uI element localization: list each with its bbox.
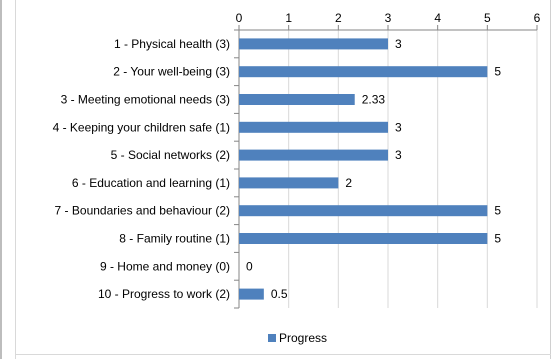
category-label: 8 - Family routine (1) <box>119 232 230 246</box>
category-label: 1 - Physical health (3) <box>114 37 230 51</box>
category-label: 6 - Education and learning (1) <box>72 176 230 190</box>
data-label: 5 <box>494 232 501 246</box>
x-tick-label: 2 <box>335 11 342 25</box>
bar <box>239 94 355 105</box>
bar <box>239 38 388 50</box>
x-tick-label: 1 <box>285 11 292 25</box>
bar <box>239 205 488 217</box>
x-tick-label: 0 <box>236 11 243 25</box>
frame-inner-left <box>15 0 16 359</box>
bar <box>239 66 488 78</box>
data-label: 0.5 <box>271 287 288 301</box>
data-label: 0 <box>246 259 253 273</box>
data-label: 2 <box>345 176 352 190</box>
frame-bottom <box>15 354 551 355</box>
category-label: 2 - Your well-being (3) <box>113 65 230 79</box>
frame-left-edge <box>0 0 2 359</box>
data-label: 5 <box>494 65 501 79</box>
x-tick-label: 3 <box>385 11 392 25</box>
legend-label: Progress <box>279 331 327 345</box>
bar <box>239 288 264 300</box>
data-label: 3 <box>395 148 402 162</box>
frame-right-edge <box>550 0 551 359</box>
data-label: 2.33 <box>362 93 386 107</box>
category-label: 7 - Boundaries and behaviour (2) <box>55 204 230 218</box>
x-tick-label: 5 <box>484 11 491 25</box>
category-label: 9 - Home and money (0) <box>100 259 230 273</box>
category-label: 5 - Social networks (2) <box>111 148 230 162</box>
data-label: 3 <box>395 37 402 51</box>
category-label: 3 - Meeting emotional needs (3) <box>61 93 230 107</box>
data-label: 3 <box>395 120 402 134</box>
bar <box>239 149 388 161</box>
bar <box>239 177 339 189</box>
bar <box>239 121 388 133</box>
data-label: 5 <box>494 204 501 218</box>
x-tick-label: 4 <box>434 11 441 25</box>
category-label: 4 - Keeping your children safe (1) <box>53 120 230 134</box>
category-label: 10 - Progress to work (2) <box>98 287 230 301</box>
bar <box>239 233 488 244</box>
x-tick-label: 6 <box>534 11 541 25</box>
legend-swatch <box>268 334 276 342</box>
